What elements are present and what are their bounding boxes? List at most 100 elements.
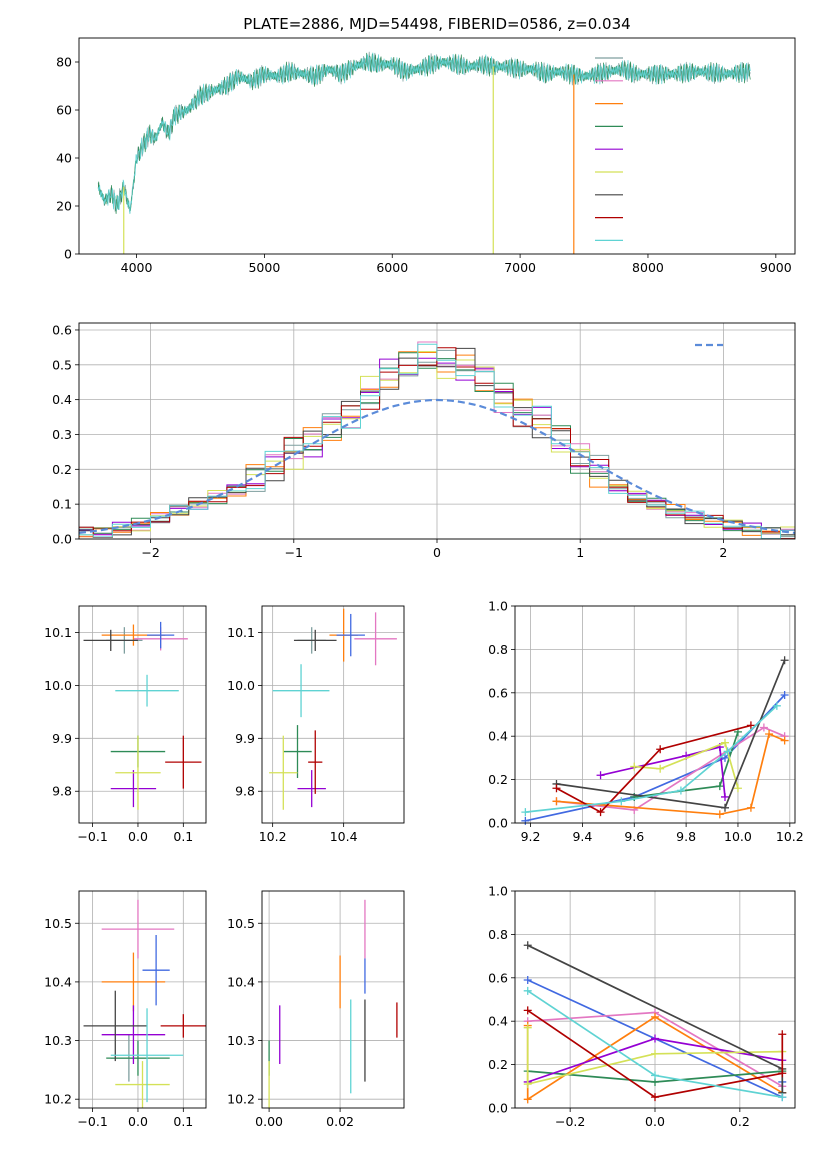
axes-frame <box>261 605 405 824</box>
weight-point-marker <box>746 803 755 812</box>
weight-point-marker <box>721 792 729 801</box>
y-tick-label: 9.8 <box>235 784 255 799</box>
y-tick-label: 0.6 <box>52 322 72 337</box>
y-tick-label: 9.8 <box>52 784 72 799</box>
x-tick-label: 8000 <box>632 260 664 275</box>
weight-point-marker <box>759 723 768 732</box>
x-tick-label: −2 <box>141 545 159 560</box>
panel-weight-vs-Z: −0.2 0.0 0.2 0.0 0.2 0.4 0.6 0.8 1.0 <box>488 884 796 1129</box>
x-tick-label: 2 <box>719 545 727 560</box>
weight-point-marker <box>523 975 532 984</box>
weight-point-marker <box>715 810 724 819</box>
y-tick-label: 80 <box>56 55 72 70</box>
y-tick-label: 0.8 <box>488 642 508 657</box>
x-tick-label: 10.4 <box>330 829 358 844</box>
x-tick-label: 9.4 <box>572 829 592 844</box>
axes-frame <box>78 890 207 1109</box>
y-tick-label: 10.2 <box>227 1092 255 1107</box>
y-tick-label: 0.4 <box>52 392 72 407</box>
weight-point-marker <box>523 941 532 950</box>
y-tick-label: 0.0 <box>488 816 508 831</box>
weight-point-marker <box>630 762 639 771</box>
x-tick-label: 1 <box>576 545 584 560</box>
y-tick-label: 10.2 <box>44 1092 72 1107</box>
weight-point-marker <box>772 701 781 710</box>
x-tick-label: 10.2 <box>259 829 287 844</box>
weight-series-line <box>556 659 786 809</box>
x-tick-label: 0.0 <box>128 1114 148 1129</box>
y-tick-label: 1.0 <box>488 599 508 614</box>
y-tick-label: 0 <box>64 247 72 262</box>
x-tick-label: −0.1 <box>77 1114 107 1129</box>
panel-mass-vs-ebv: 0.00 0.02 10.2 10.3 10.4 10.5 <box>227 890 405 1129</box>
weight-series-line <box>556 724 752 814</box>
axes-frame <box>514 605 796 824</box>
y-tick-label: 10.0 <box>227 678 255 693</box>
panel-mass-vs-Z: −0.1 0.0 0.1 10.2 10.3 10.4 10.5 <box>44 890 207 1129</box>
y-tick-label: 0.4 <box>488 1014 508 1029</box>
y-tick-label: 0.0 <box>52 532 72 547</box>
weight-point-marker <box>676 786 685 795</box>
weight-point-marker <box>733 784 742 793</box>
x-tick-label: 0.0 <box>128 829 148 844</box>
y-tick-label: 20 <box>56 199 72 214</box>
weight-point-marker <box>656 764 665 773</box>
weight-point-marker <box>721 738 729 747</box>
weight-point-marker <box>521 816 530 825</box>
x-tick-label: 6000 <box>376 260 408 275</box>
y-tick-label: 10.0 <box>44 678 72 693</box>
histogram-series <box>79 343 795 539</box>
panel-age-vs-Z: −0.1 0.0 0.1 9.8 9.9 10.0 10.1 <box>44 605 207 844</box>
y-tick-label: 10.1 <box>44 625 72 640</box>
weight-series-line <box>526 1027 783 1086</box>
weight-point-marker <box>552 784 561 793</box>
weight-point-marker <box>651 1049 659 1058</box>
weight-point-marker <box>721 753 729 762</box>
x-tick-label: 0.1 <box>173 829 193 844</box>
x-tick-label: 5000 <box>248 260 280 275</box>
weight-point-marker <box>617 797 626 806</box>
x-tick-label: 9000 <box>760 260 792 275</box>
axes-frame <box>261 890 405 1109</box>
x-tick-label: 0.0 <box>645 1114 665 1129</box>
weight-point-marker <box>596 771 605 780</box>
weight-point-marker <box>656 745 665 754</box>
panel-spectrum: 4000 5000 6000 7000 8000 9000 0 20 40 60 80 <box>56 37 796 275</box>
spectrum-series-line <box>97 52 751 214</box>
weight-point-marker <box>721 803 729 812</box>
y-tick-label: 10.3 <box>44 1033 72 1048</box>
weight-point-marker <box>552 797 561 806</box>
x-tick-label: 10.2 <box>776 829 804 844</box>
y-tick-label: 0.2 <box>488 1057 508 1072</box>
y-tick-label: 0.6 <box>488 685 508 700</box>
panel-weight-vs-age: 9.2 9.4 9.6 9.8 10.0 10.2 0.0 0.2 0.4 0.6 0.8 1.0 <box>488 599 804 845</box>
y-tick-label: 1.0 <box>488 884 508 899</box>
y-tick-label: 60 <box>56 103 72 118</box>
weight-point-marker <box>765 730 774 739</box>
y-tick-label: 9.9 <box>52 731 72 746</box>
axes-frame <box>78 322 796 540</box>
weight-point-marker <box>780 690 789 699</box>
weight-series-line <box>527 1009 784 1099</box>
y-tick-label: 0.3 <box>52 427 72 442</box>
weight-series-line <box>634 741 739 789</box>
weight-series-line <box>600 745 726 798</box>
weight-point-marker <box>651 1071 659 1080</box>
x-tick-label: 4000 <box>121 260 153 275</box>
figure-title: PLATE=2886, MJD=54498, FIBERID=0586, z=0… <box>243 15 630 33</box>
x-tick-label: 0.1 <box>173 1114 193 1129</box>
weight-point-marker <box>521 808 530 817</box>
weight-point-marker <box>651 1093 659 1102</box>
y-tick-label: 0.4 <box>488 729 508 744</box>
weight-point-marker <box>523 1006 532 1015</box>
weight-point-marker <box>780 736 789 745</box>
weight-point-marker <box>746 721 755 730</box>
weight-point-marker <box>523 1080 532 1089</box>
y-tick-label: 0.2 <box>488 772 508 787</box>
weight-point-marker <box>780 656 789 665</box>
weight-point-marker <box>715 782 724 791</box>
y-tick-label: 9.9 <box>235 731 255 746</box>
x-tick-label: 7000 <box>504 260 536 275</box>
y-tick-label: 0.8 <box>488 927 508 942</box>
